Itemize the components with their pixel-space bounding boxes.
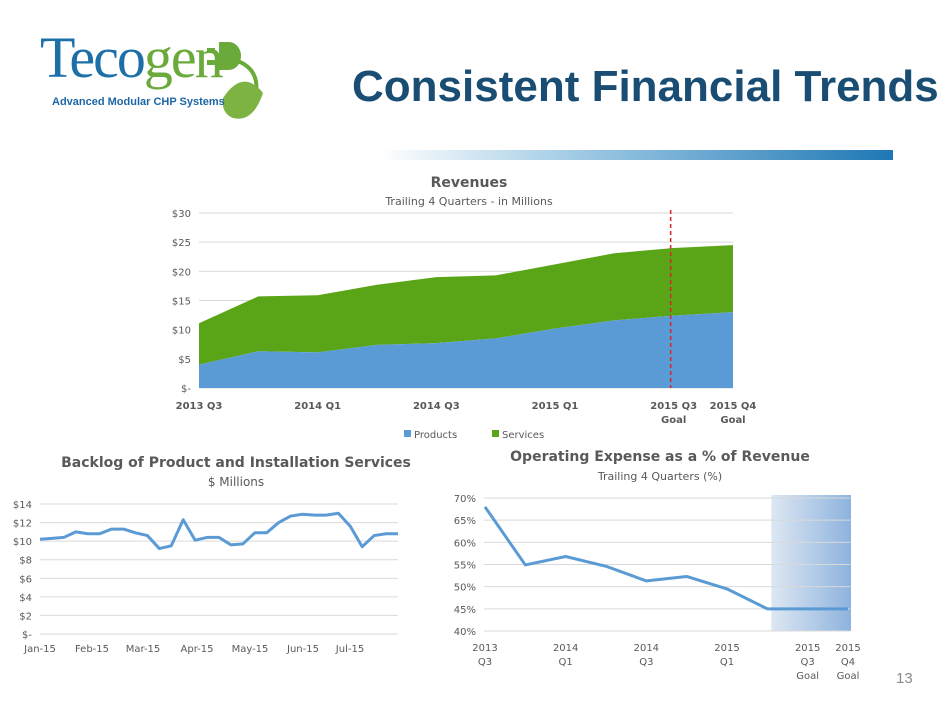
y-tick-label: $-: [22, 630, 32, 641]
y-tick-label: 55%: [454, 561, 476, 572]
x-tick-label: 2015 Q1: [532, 401, 579, 412]
y-tick-label: $15: [172, 297, 191, 308]
logo-tagline: Advanced Modular CHP Systems: [52, 96, 225, 108]
y-tick-label: $10: [13, 537, 32, 548]
slide-title: Consistent Financial Trends: [352, 62, 939, 111]
y-tick-label: $2: [19, 611, 32, 622]
y-tick-label: $8: [19, 556, 32, 567]
opex-line: [483, 506, 848, 611]
y-tick-label: $20: [172, 267, 191, 278]
legend-swatch: [492, 430, 499, 437]
x-tick-label: Goal: [661, 415, 686, 426]
y-tick-label: $-: [181, 384, 191, 395]
legend-swatch: [404, 430, 411, 437]
x-tick-label: Feb-15: [75, 644, 109, 655]
x-tick-label: Q3: [478, 657, 492, 668]
y-tick-label: $14: [13, 500, 32, 511]
y-tick-label: $25: [172, 238, 191, 249]
x-tick-label: 2015: [795, 643, 820, 654]
goal-shaded-region: [771, 495, 851, 631]
x-tick-label: 2014 Q3: [413, 401, 460, 412]
y-tick-label: $10: [172, 326, 191, 337]
legend-label: Services: [502, 430, 544, 441]
x-tick-label: Q3: [801, 657, 815, 668]
y-tick-label: 70%: [454, 494, 476, 505]
legend-label: Products: [414, 430, 457, 441]
x-tick-label: Mar-15: [126, 644, 161, 655]
y-tick-label: $4: [19, 593, 32, 604]
y-tick-label: $12: [13, 519, 32, 530]
x-tick-label: Jul-15: [335, 644, 364, 655]
x-tick-label: 2014: [634, 643, 659, 654]
y-tick-label: 50%: [454, 583, 476, 594]
x-tick-label: 2015 Q4: [710, 401, 757, 412]
chart-title: Operating Expense as a % of Revenue: [510, 449, 810, 465]
chart-subtitle: Trailing 4 Quarters - in Millions: [384, 195, 553, 208]
logo-wordmark-teco: Teco: [40, 25, 146, 90]
x-tick-label: Q3: [639, 657, 653, 668]
backlog-line: [39, 511, 398, 551]
logo-wordmark: Tecogen: [40, 24, 224, 91]
x-tick-label: 2015: [714, 643, 739, 654]
title-underline-bar: [380, 150, 893, 160]
x-tick-label: Goal: [796, 671, 819, 682]
x-tick-label: 2013: [472, 643, 497, 654]
chart-subtitle: $ Millions: [208, 475, 264, 489]
chart-title: Revenues: [431, 175, 508, 191]
x-tick-label: Goal: [720, 415, 745, 426]
page-number: 13: [896, 670, 913, 687]
y-tick-label: 60%: [454, 538, 476, 549]
y-tick-label: 65%: [454, 516, 476, 527]
logo-wordmark-gen: gen: [143, 25, 224, 90]
y-tick-label: $5: [178, 355, 191, 366]
x-tick-label: Apr-15: [181, 644, 214, 655]
y-tick-label: $30: [172, 209, 191, 220]
x-tick-label: 2013 Q3: [176, 401, 223, 412]
chart-subtitle: Trailing 4 Quarters (%): [597, 470, 722, 483]
x-tick-label: Goal: [837, 671, 860, 682]
products-area: [199, 312, 733, 388]
y-tick-label: $6: [19, 574, 32, 585]
x-tick-label: 2014: [553, 643, 578, 654]
x-tick-label: Q1: [559, 657, 573, 668]
x-tick-label: Q4: [841, 657, 855, 668]
x-tick-label: May-15: [232, 644, 269, 655]
x-tick-label: Jan-15: [23, 644, 56, 655]
services-area: [199, 245, 733, 365]
x-tick-label: 2014 Q1: [294, 401, 341, 412]
x-tick-label: 2015 Q3: [650, 401, 697, 412]
x-tick-label: Jun-15: [286, 644, 319, 655]
plug-leaf-icon: [207, 42, 263, 119]
y-tick-label: 40%: [454, 627, 476, 638]
x-tick-label: Q1: [720, 657, 734, 668]
y-tick-label: 45%: [454, 605, 476, 616]
chart-title: Backlog of Product and Installation Serv…: [61, 455, 411, 471]
x-tick-label: 2015: [835, 643, 860, 654]
